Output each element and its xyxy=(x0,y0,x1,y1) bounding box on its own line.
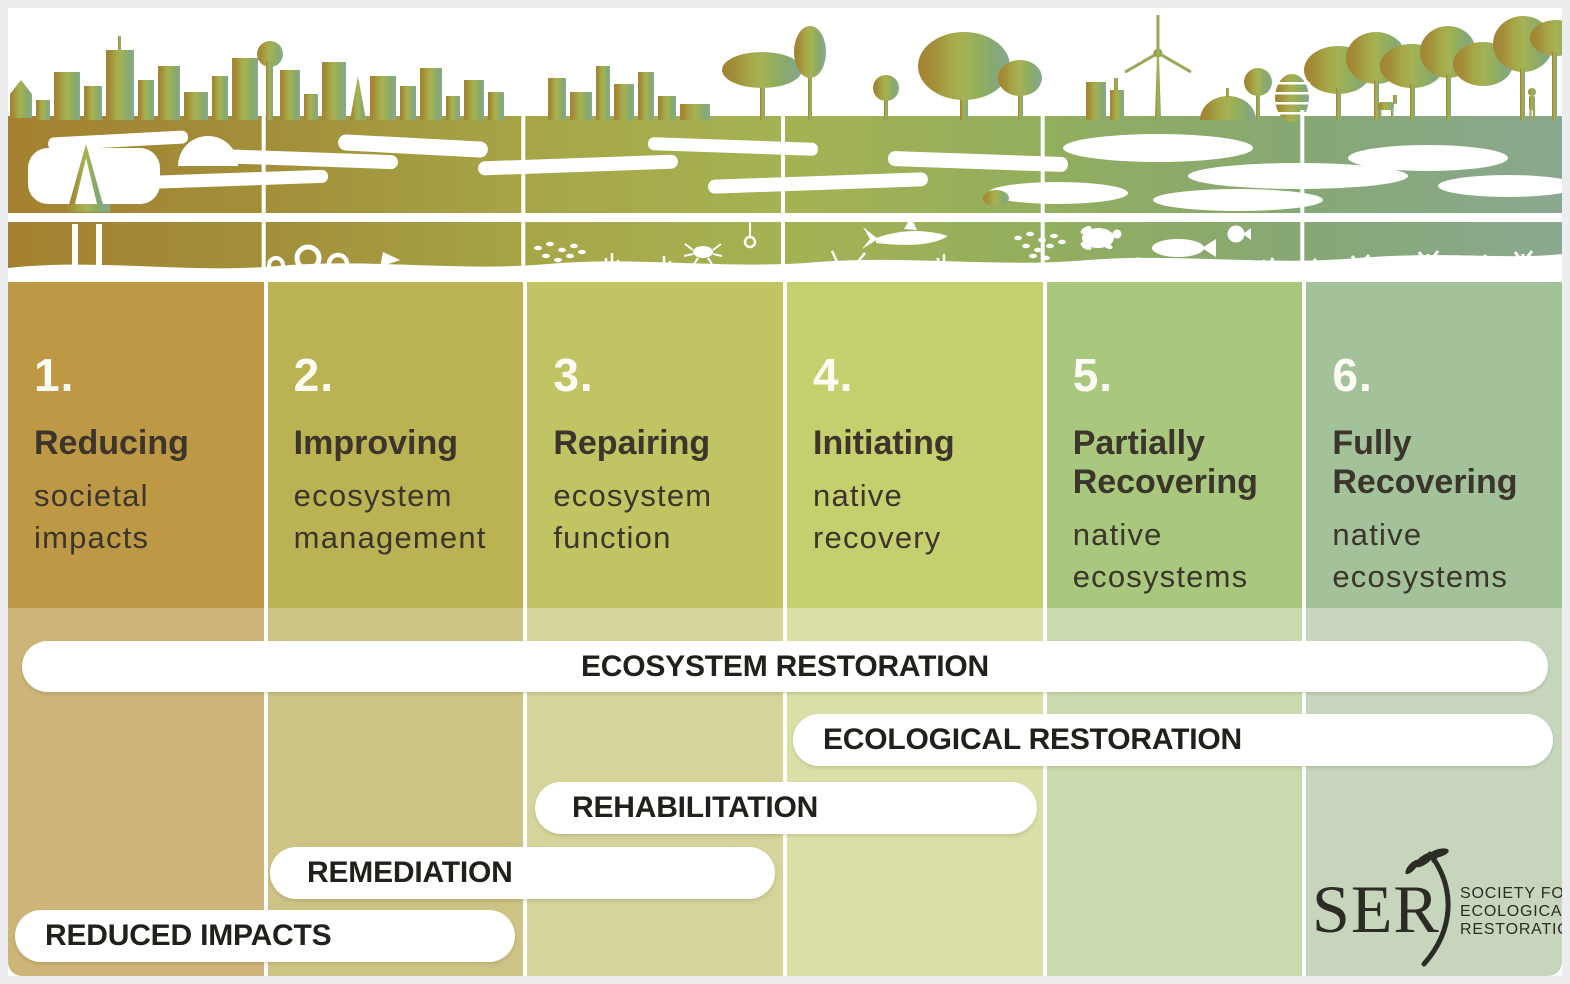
bar-reduced-impacts: REDUCED IMPACTS xyxy=(15,910,515,962)
stage-title: Reducing xyxy=(34,424,189,462)
column-dividers xyxy=(261,110,1305,282)
org-line-1: SOCIETY FOR xyxy=(1460,885,1570,902)
stage-number: 2. xyxy=(293,349,335,401)
stage-column-5: 5. Partially Recovering native ecosystem… xyxy=(1046,282,1303,976)
landscape-illustration-svg xyxy=(8,15,1562,282)
org-line-2: ECOLOGICAL xyxy=(1460,903,1570,920)
trash-icon xyxy=(380,252,400,267)
stage-title: Initiating xyxy=(813,424,955,462)
stage-title: Improving xyxy=(293,424,459,462)
bar-remediation: REMEDIATION xyxy=(270,847,775,899)
wind-turbine-icon xyxy=(1124,15,1192,118)
bar-ecological-restoration: ECOLOGICAL RESTORATION xyxy=(793,714,1553,766)
ser-logo-svg: SER SOCIETY FOR ECOLOGICAL RESTORATION xyxy=(1312,848,1562,967)
dome-building-icon xyxy=(1200,96,1256,120)
tree-canopy xyxy=(1244,68,1272,96)
derrick-pillar xyxy=(96,224,102,270)
stage-column-1: 1. Reducing societal impacts xyxy=(8,282,264,976)
bar-label: REMEDIATION xyxy=(307,856,513,889)
town-buildings-icon xyxy=(548,66,710,120)
fish-school-icon xyxy=(1014,231,1066,261)
stage-number: 5. xyxy=(1072,349,1114,401)
org-line-3: RESTORATION xyxy=(1460,921,1570,938)
leaf-swoosh-icon xyxy=(1405,848,1451,967)
stage-title: Repairing xyxy=(553,424,711,462)
bar-rehabilitation: REHABILITATION xyxy=(535,782,1037,834)
beehive-stripes xyxy=(1272,82,1312,115)
city-skyline-icon xyxy=(10,36,504,120)
stage-subtitle: ecosystem function xyxy=(553,478,713,555)
bar-label: ECOSYSTEM RESTORATION xyxy=(580,649,990,683)
stage-subtitle: native ecosystems xyxy=(1332,517,1509,595)
crab-icon xyxy=(683,243,723,265)
derrick-pillar xyxy=(72,224,78,270)
sea-turtle-icon xyxy=(1080,226,1122,250)
stage-title: Fully Recovering xyxy=(1332,424,1518,502)
stage-title: Partially Recovering xyxy=(1072,424,1258,502)
stage-subtitle: native ecosystems xyxy=(1072,517,1249,595)
beaver-icon xyxy=(983,190,1009,206)
stage-number: 4. xyxy=(813,349,854,401)
bar-ecosystem-restoration: ECOSYSTEM RESTORATION xyxy=(22,641,1548,692)
ser-acronym: SER xyxy=(1312,871,1440,947)
stage-subtitle: societal impacts xyxy=(34,478,150,555)
fishing-hook-icon xyxy=(743,221,757,249)
person-icon xyxy=(1528,88,1536,120)
stage-subtitle: ecosystem management xyxy=(293,478,487,555)
landscape-illustration xyxy=(8,8,1562,282)
shark-icon xyxy=(862,217,948,249)
stage-number: 6. xyxy=(1332,349,1373,401)
bar-label: REHABILITATION xyxy=(572,791,819,824)
oil-derrick-icon xyxy=(62,144,110,212)
tree-icons xyxy=(722,26,1042,120)
org-name: SOCIETY FOR ECOLOGICAL RESTORATION xyxy=(1460,885,1570,938)
bar-label: REDUCED IMPACTS xyxy=(45,919,332,952)
ser-logo: SER SOCIETY FOR ECOLOGICAL RESTORATION xyxy=(1312,846,1562,968)
dome-spike xyxy=(1226,88,1229,98)
deer-icon xyxy=(1378,95,1397,119)
bar-label: ECOLOGICAL RESTORATION xyxy=(823,723,1242,756)
farm-buildings-icon xyxy=(1086,78,1124,120)
stage-column-4: 4. Initiating native recovery xyxy=(787,282,1043,976)
jungle-canopy-icon xyxy=(1304,16,1562,120)
stage-number: 1. xyxy=(34,349,75,401)
tree-trunk xyxy=(1256,92,1260,120)
stage-subtitle: native recovery xyxy=(813,478,942,555)
stage-number: 3. xyxy=(553,349,594,401)
